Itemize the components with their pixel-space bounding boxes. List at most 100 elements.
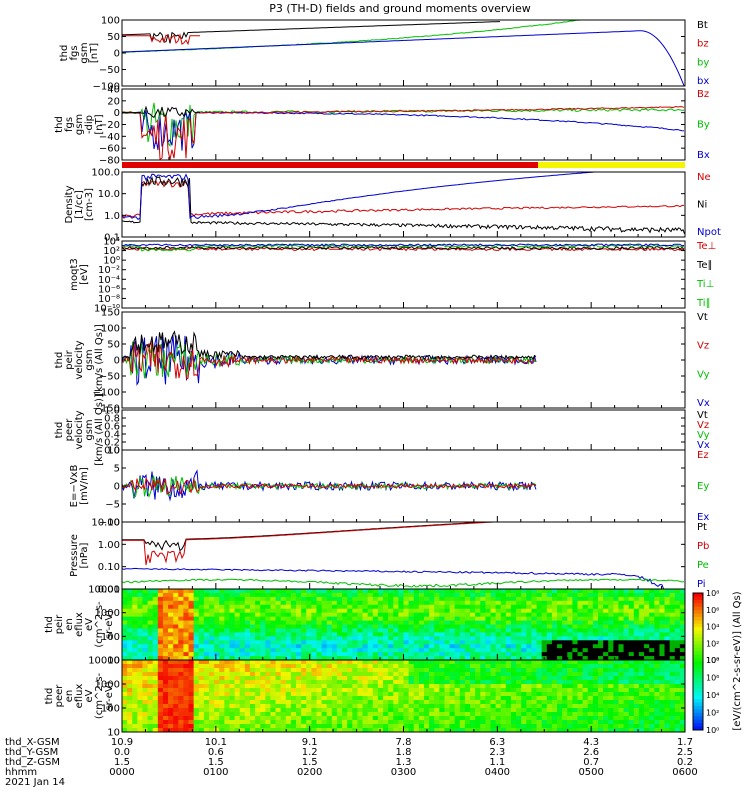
heat-cell — [582, 644, 589, 649]
heat-cell — [137, 672, 143, 677]
heat-cell — [275, 728, 282, 732]
heat-cell — [168, 648, 174, 653]
heat-cell — [439, 688, 445, 693]
heat-cell — [367, 612, 374, 618]
heat-cell — [311, 648, 317, 653]
heat-cell — [577, 632, 584, 637]
heat-cell — [546, 640, 553, 645]
heat-cell — [398, 676, 404, 681]
heat-cell — [255, 676, 261, 681]
heat-cell — [209, 692, 215, 697]
heat-cell — [505, 712, 512, 717]
heat-cell — [485, 652, 491, 657]
heat-cell — [372, 716, 379, 721]
heat-cell — [398, 644, 404, 649]
heat-cell — [352, 668, 358, 673]
heat-cell — [541, 704, 548, 709]
heat-cell — [597, 676, 604, 681]
heat-cell — [623, 608, 630, 614]
heat-cell — [249, 720, 256, 725]
heat-cell — [122, 728, 128, 732]
heat-cell — [659, 680, 665, 685]
heat-cell — [367, 688, 374, 693]
heat-cell — [623, 648, 630, 653]
heat-cell — [383, 589, 389, 594]
heat-cell — [510, 704, 517, 709]
heat-cell — [183, 620, 189, 625]
heat-cell — [633, 589, 640, 594]
heat-cell — [557, 660, 563, 665]
heat-cell — [669, 684, 676, 689]
heat-cell — [352, 672, 358, 677]
heat-cell — [168, 640, 174, 645]
heat-cell — [649, 700, 655, 705]
heat-cell — [500, 620, 507, 625]
heat-cell — [557, 632, 563, 637]
heat-cell — [239, 636, 246, 641]
heat-cell — [644, 628, 650, 633]
heat-cell — [475, 688, 481, 693]
heat-cell — [500, 676, 507, 681]
heat-cell — [480, 596, 486, 602]
heat-cell — [572, 589, 578, 594]
heat-cell — [413, 708, 420, 713]
heat-cell — [449, 644, 456, 649]
heat-cell — [413, 664, 420, 669]
heat-cell — [551, 680, 558, 685]
heat-cell — [679, 640, 685, 645]
heat-cell — [122, 708, 128, 713]
heat-cell — [137, 684, 143, 689]
heat-cell — [270, 720, 276, 725]
heat-cell — [306, 668, 312, 673]
heat-cell — [562, 712, 568, 717]
heat-cell — [654, 724, 660, 729]
heat-cell — [413, 624, 420, 629]
heat-cell — [367, 608, 374, 614]
heat-cell — [193, 720, 200, 725]
heat-cell — [567, 700, 573, 705]
heat-cell — [132, 592, 138, 598]
ytick-label: 0.0 — [104, 446, 120, 457]
heat-cell — [597, 692, 604, 697]
heat-cell — [398, 672, 404, 677]
heat-cell — [214, 644, 220, 649]
heat-cell — [393, 600, 399, 606]
heat-cell — [137, 704, 143, 709]
heat-cell — [505, 664, 512, 669]
heat-cell — [147, 612, 154, 618]
heat-cell — [577, 724, 584, 729]
heat-cell — [480, 720, 486, 725]
ytick-label: 10⁻¹⁰ — [94, 304, 120, 315]
heat-cell — [480, 724, 486, 729]
heat-cell — [224, 624, 230, 629]
heat-cell — [408, 672, 415, 677]
heat-cell — [188, 676, 195, 681]
heat-cell — [336, 656, 343, 660]
heat-cell — [664, 636, 671, 641]
heat-cell — [377, 664, 384, 669]
heat-cell — [224, 648, 230, 653]
heat-cell — [275, 664, 282, 669]
heat-cell — [290, 604, 297, 610]
heat-cell — [608, 612, 614, 618]
heat-cell — [649, 724, 655, 729]
heat-cell — [331, 720, 338, 725]
heat-cell — [654, 692, 660, 697]
heat-cell — [168, 596, 174, 602]
heat-cell — [418, 688, 425, 693]
heat-cell — [275, 600, 282, 606]
heat-cell — [352, 624, 358, 629]
series-vt — [122, 330, 537, 361]
heat-cell — [198, 628, 205, 633]
heat-cell — [444, 728, 450, 732]
heat-cell — [429, 620, 435, 625]
heat-cell — [393, 644, 399, 649]
heat-cell — [290, 644, 297, 649]
heat-cell — [613, 656, 619, 660]
heat-cell — [429, 664, 435, 669]
heat-cell — [546, 660, 553, 665]
heat-cell — [628, 612, 635, 618]
heat-cell — [127, 608, 133, 614]
colorbar-step — [693, 661, 703, 666]
colorbar-tick: 10⁸ — [706, 589, 719, 598]
